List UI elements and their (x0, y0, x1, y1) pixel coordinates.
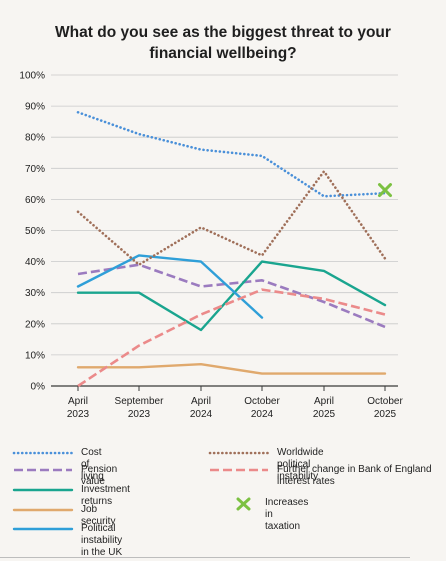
legend-swatch-political-instability-in-the-uk (12, 527, 74, 531)
x-tick-label-month: April (314, 396, 334, 407)
legend-swatch-cost-of-living (12, 451, 74, 455)
x-tick-label-year: 2023 (128, 409, 151, 420)
legend-label-increases-in-taxation: Increases in taxation (265, 497, 309, 532)
y-tick-label: 20% (25, 319, 45, 330)
legend-label-cost-of-living: Cost of living (81, 447, 104, 482)
y-tick-label: 60% (25, 195, 45, 206)
series-marker-increases-in-taxation (378, 183, 392, 198)
legend-swatch-worldwide-political-instability (208, 451, 270, 455)
x-tick-label-month: October (367, 396, 403, 407)
y-tick-label: 100% (19, 71, 45, 82)
y-tick-label: 40% (25, 257, 45, 268)
legend-label-investment-returns: Investment returns (81, 484, 130, 507)
x-tick-label-year: 2024 (190, 409, 213, 420)
legend-item-increases-in-taxation: Increases in taxation (208, 497, 308, 533)
x-tick-label-month: September (115, 396, 165, 407)
x-tick-label-year: 2023 (67, 409, 90, 420)
chart-title: What do you see as the biggest threat to… (0, 22, 446, 64)
series-line-investment-returns (76, 260, 387, 332)
legend-item-cost-of-living: Cost of living (12, 447, 104, 483)
legend-item-investment-returns: Investment returns (12, 484, 130, 508)
series-line-political-instability-in-the-uk (76, 254, 264, 319)
x-tick-label-month: April (68, 396, 88, 407)
x-tick-label-month: October (244, 396, 280, 407)
y-tick-label: 0% (31, 382, 46, 393)
y-tick-label: 10% (25, 350, 45, 361)
legend-item-job-security: Job security (12, 504, 115, 528)
legend-label-pension-value: Pension value (81, 464, 118, 487)
series-line-cost-of-living (76, 111, 387, 198)
series-line-further-change-in-bank-of-england-interest-rates (77, 288, 386, 388)
y-tick-label: 90% (25, 102, 45, 113)
legend-item-political-instability-in-the-uk: Political instability in the UK (12, 523, 122, 559)
x-tick-label-month: April (191, 396, 211, 407)
legend-label-political-instability-in-the-uk: Political instability in the UK (81, 523, 123, 558)
legend-swatch-further-change-in-bank-of-england-interest-rates (210, 468, 268, 472)
line-chart: 0% 10% 20% 30% 40% 50% 60% 70% 80% 90% 100% April 20… (19, 71, 403, 421)
legend-item-pension-value: Pension value (12, 464, 117, 488)
x-tick-label-year: 2025 (313, 409, 336, 420)
legend-swatch-job-security (12, 508, 74, 512)
legend-label-job-security: Job security (81, 504, 116, 527)
legend-item-further-change-in-bank-of-england-interest-rates: Further change in Bank of England intere… (208, 464, 437, 488)
y-tick-label: 50% (25, 226, 45, 237)
legend-item-worldwide-political-instability: Worldwide political instability (208, 447, 324, 483)
x-tick-label-year: 2024 (251, 409, 274, 420)
legend-label-further-change-in-bank-of-england-interest-rates: Further change in Bank of England intere… (277, 464, 432, 487)
legend-label-worldwide-political-instability: Worldwide political instability (277, 447, 324, 482)
y-tick-label: 80% (25, 133, 45, 144)
legend-swatch-increases-in-taxation (236, 497, 251, 511)
chart-title-line-1: What do you see as the biggest threat to… (55, 24, 391, 41)
legend-swatch-investment-returns (12, 488, 74, 492)
chart-title-line-2: financial wellbeing? (149, 45, 297, 62)
legend-swatch-pension-value (14, 468, 72, 472)
bottom-divider (0, 557, 410, 558)
series-line-pension-value (77, 263, 386, 329)
x-tick-label-year: 2025 (374, 409, 397, 420)
y-tick-label: 30% (25, 288, 45, 299)
series-line-worldwide-political-instability (76, 170, 387, 266)
y-tick-label: 70% (25, 164, 45, 175)
series-line-job-security (76, 363, 387, 375)
